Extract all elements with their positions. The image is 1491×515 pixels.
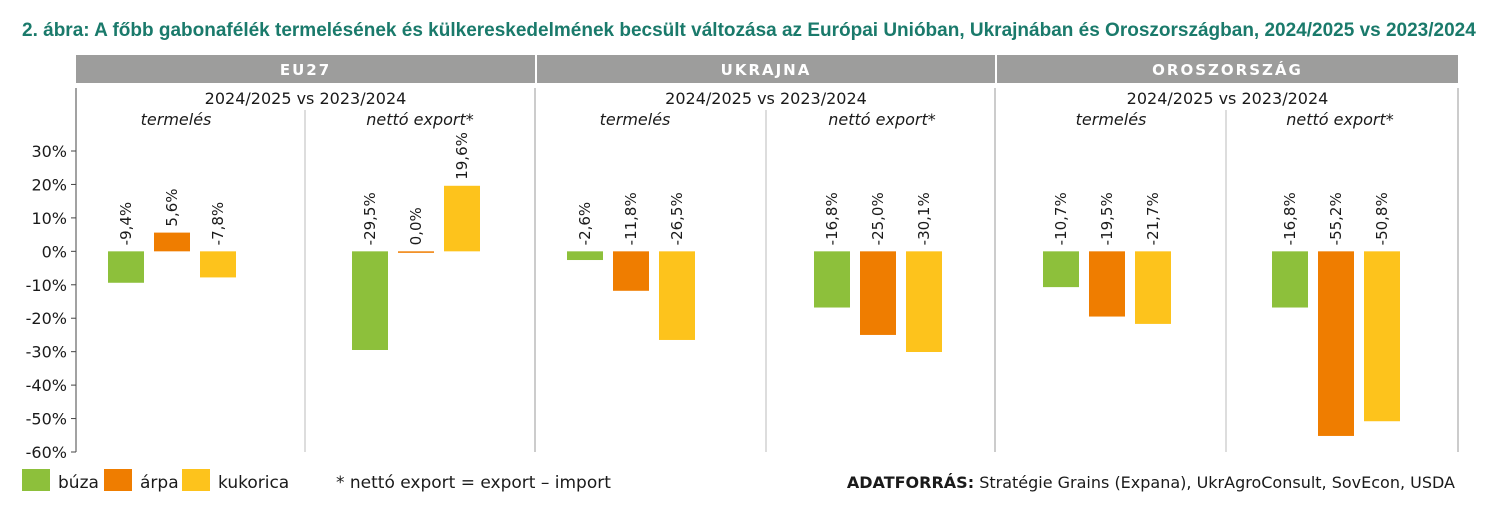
bar-kukorica (444, 185, 480, 252)
bar-búza (814, 251, 850, 308)
legend-label-kukorica: kukorica (218, 473, 290, 493)
bar-árpa (154, 232, 190, 252)
panel-region-label: UKRAJNA (721, 61, 812, 79)
bar-value-label: -11,8% (622, 192, 640, 245)
bar-kukorica (1135, 251, 1171, 324)
y-tick-label: -30% (26, 343, 67, 362)
bar-value-label: -2,6% (576, 202, 594, 246)
y-tick-label: -10% (26, 276, 67, 295)
panel-header-2 (997, 55, 1458, 83)
y-tick-label: -50% (26, 410, 67, 429)
y-tick-label: 0% (42, 242, 67, 261)
bar-value-label: 0,0% (407, 207, 425, 245)
bar-value-label: -7,8% (209, 202, 227, 246)
y-tick-label: 10% (31, 209, 67, 228)
bar-árpa (1089, 251, 1125, 317)
data-source-label: ADATFORRÁS: (846, 473, 975, 492)
bar-árpa (613, 251, 649, 291)
bar-value-label: -19,5% (1098, 192, 1116, 245)
bar-kukorica (1364, 251, 1400, 422)
bar-value-label: -21,7% (1144, 192, 1162, 245)
bar-búza (352, 251, 388, 350)
bar-árpa (398, 251, 434, 253)
bar-árpa (860, 251, 896, 335)
bar-value-label: -16,8% (823, 192, 841, 245)
panel-header-0 (76, 55, 535, 83)
data-source-text: Stratégie Grains (Expana), UkrAgroConsul… (979, 473, 1455, 492)
panel-period: 2024/2025 vs 2023/2024 (1127, 89, 1329, 108)
panel-header-1 (537, 55, 995, 83)
bar-búza (567, 251, 603, 261)
bar-value-label: -16,8% (1281, 192, 1299, 245)
bar-kukorica (659, 251, 695, 340)
group-label: nettó export* (828, 110, 936, 129)
legend-label-arpa: árpa (140, 473, 179, 493)
group-label: termelés (1076, 110, 1147, 129)
group-label: termelés (600, 110, 671, 129)
bar-value-label: -29,5% (361, 192, 379, 245)
bar-búza (1272, 251, 1308, 308)
legend-swatch-buza (22, 469, 50, 491)
panel-region-label: OROSZORSZÁG (1152, 60, 1303, 79)
panel-period: 2024/2025 vs 2023/2024 (665, 89, 867, 108)
bar-búza (1043, 251, 1079, 288)
chart-title: 2. ábra: A főbb gabonafélék termelésének… (22, 20, 1476, 41)
legend-label-buza: búza (58, 473, 99, 493)
bar-búza (108, 251, 144, 283)
bar-value-label: -55,2% (1327, 192, 1345, 245)
y-tick-label: 20% (31, 175, 67, 194)
bar-árpa (1318, 251, 1354, 436)
y-tick-label: -60% (26, 443, 67, 462)
bar-kukorica (906, 251, 942, 353)
bar-value-label: -50,8% (1373, 192, 1391, 245)
panel-period: 2024/2025 vs 2023/2024 (205, 89, 407, 108)
bar-value-label: 5,6% (163, 188, 181, 226)
legend-swatch-arpa (104, 469, 132, 491)
group-label: nettó export* (1286, 110, 1394, 129)
bar-value-label: -30,1% (915, 192, 933, 245)
y-tick-label: -40% (26, 376, 67, 395)
bar-kukorica (200, 251, 236, 278)
group-label: termelés (141, 110, 212, 129)
bar-value-label: 19,6% (453, 132, 471, 180)
group-label: nettó export* (366, 110, 474, 129)
legend-footnote: * nettó export = export – import (336, 473, 611, 493)
y-tick-label: -20% (26, 309, 67, 328)
data-source: ADATFORRÁS: Stratégie Grains (Expana), U… (847, 473, 1455, 492)
panel-region-label: EU27 (280, 61, 331, 79)
bar-value-label: -9,4% (117, 202, 135, 246)
bar-value-label: -25,0% (869, 192, 887, 245)
y-tick-label: 30% (31, 142, 67, 161)
bar-value-label: -10,7% (1052, 192, 1070, 245)
legend-swatch-kukorica (182, 469, 210, 491)
bar-value-label: -26,5% (668, 192, 686, 245)
